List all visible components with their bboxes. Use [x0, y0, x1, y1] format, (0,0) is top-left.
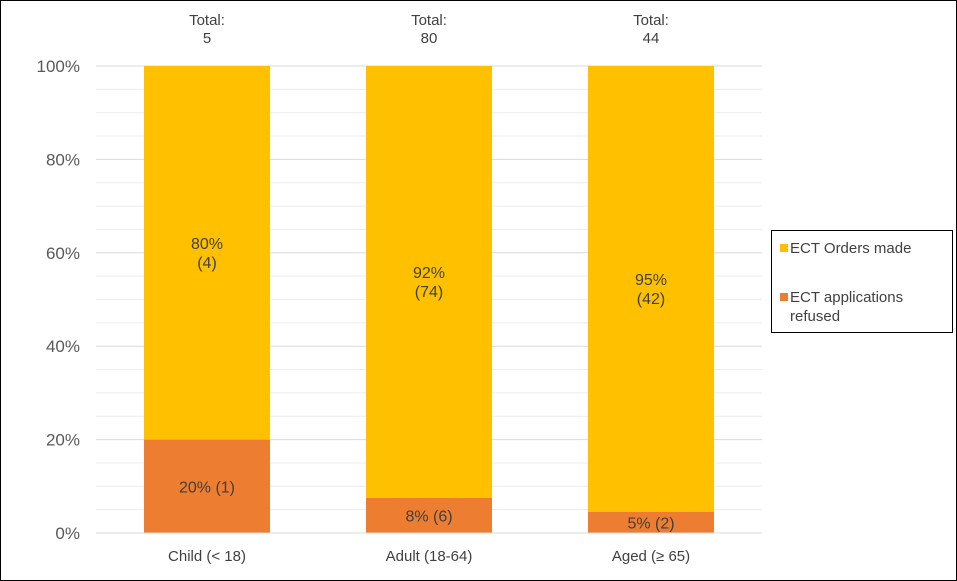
legend-label-applications-refused: ECT applications refused	[790, 289, 904, 325]
total-label: Total:	[411, 12, 447, 29]
y-tick-label: 80%	[46, 150, 80, 169]
x-category-label: Child (< 18)	[168, 548, 246, 565]
data-label: (74)	[415, 284, 443, 301]
y-tick-label: 60%	[46, 244, 80, 263]
x-category-label: Aged (≥ 65)	[612, 548, 690, 565]
data-label: (4)	[197, 255, 217, 272]
data-label: (42)	[637, 291, 665, 308]
bar-segment-refused	[144, 439, 270, 533]
y-tick-label: 40%	[46, 337, 80, 356]
data-label: 80%	[191, 236, 223, 253]
total-value: 5	[203, 30, 211, 47]
bar-segment-refused	[366, 497, 492, 533]
data-label: 8% (6)	[405, 508, 452, 525]
y-tick-label: 20%	[46, 431, 80, 450]
bar-segment-orders-made	[144, 66, 270, 440]
legend-item-applications-refused: ECT applications refused	[780, 288, 930, 326]
legend-swatch-applications-refused	[780, 293, 788, 301]
total-label: Total:	[633, 12, 669, 29]
y-tick-label: 0%	[55, 524, 80, 543]
legend: ECT Orders made ECT applications refused	[771, 230, 953, 333]
total-value: 44	[643, 30, 660, 47]
legend-swatch-orders-made	[780, 244, 788, 252]
data-label: 92%	[413, 265, 445, 282]
legend-label-orders-made: ECT Orders made	[790, 240, 912, 257]
data-label: 20% (1)	[179, 479, 235, 496]
legend-item-orders-made: ECT Orders made	[780, 239, 911, 258]
total-value: 80	[421, 30, 438, 47]
x-category-label: Adult (18-64)	[386, 548, 473, 565]
bar-segment-orders-made	[366, 66, 492, 498]
data-label: 5% (2)	[627, 515, 674, 532]
bar-segment-orders-made	[588, 66, 714, 512]
data-label: 95%	[635, 272, 667, 289]
total-label: Total:	[189, 12, 225, 29]
bar-segment-refused	[588, 511, 714, 533]
y-tick-label: 100%	[37, 57, 80, 76]
